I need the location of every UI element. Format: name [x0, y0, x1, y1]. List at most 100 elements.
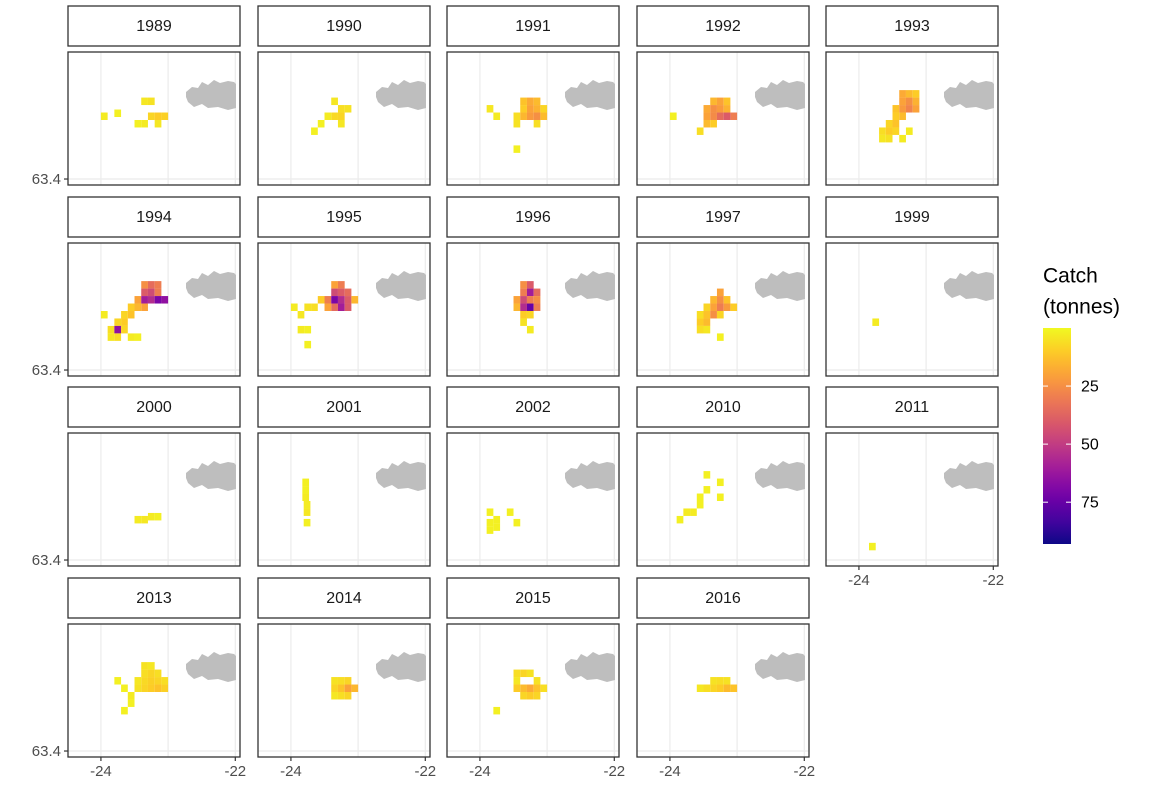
catch-tile — [533, 119, 541, 128]
catch-tile — [710, 677, 717, 685]
catch-tile — [127, 303, 135, 311]
strip-label: 1992 — [705, 18, 741, 35]
catch-tile — [114, 677, 122, 685]
catch-tile — [337, 684, 345, 692]
catch-tile — [526, 310, 534, 319]
panel-border — [446, 623, 620, 758]
catch-tile — [723, 296, 731, 304]
catch-tile — [154, 288, 162, 297]
strip — [636, 386, 810, 428]
catch-tile — [513, 296, 521, 304]
catch-tile — [703, 486, 711, 494]
catch-tile — [337, 119, 345, 128]
catch-tile — [669, 112, 677, 120]
catch-tile — [121, 310, 128, 319]
catch-tile — [331, 303, 338, 311]
catch-tile — [526, 105, 534, 113]
panel-bg — [258, 433, 430, 566]
strip-label: 2016 — [705, 590, 741, 607]
catch-tile — [526, 281, 534, 289]
catch-tile — [331, 691, 338, 700]
catch-tile — [520, 296, 527, 304]
catch-tile — [513, 112, 521, 120]
catch-tile — [344, 296, 352, 304]
catch-tile — [324, 112, 332, 120]
panel — [636, 242, 810, 377]
catch-tile — [710, 105, 717, 113]
catch-tile — [716, 478, 724, 487]
catch-tile — [905, 105, 913, 113]
catch-tile — [703, 471, 711, 479]
catch-tile — [526, 691, 534, 700]
catch-tile — [337, 303, 345, 311]
catch-tile — [723, 105, 731, 113]
strip — [636, 196, 810, 238]
land — [376, 80, 426, 110]
catch-tile — [723, 684, 731, 692]
catch-tile — [716, 97, 724, 106]
catch-tile — [730, 303, 738, 311]
strip-label: 1993 — [894, 18, 930, 35]
panel-border — [825, 432, 999, 567]
land — [755, 80, 805, 110]
panel — [446, 51, 620, 186]
panel — [825, 242, 999, 377]
catch-tile — [683, 508, 691, 516]
catch-tile — [710, 310, 717, 319]
panel-border — [67, 51, 241, 186]
strip-label: 1995 — [326, 209, 362, 226]
y-tick-label: 63.4 — [32, 552, 61, 569]
catch-tile — [317, 119, 325, 128]
panel — [67, 242, 241, 377]
catch-tile — [905, 90, 913, 98]
catch-tile — [107, 325, 115, 334]
catch-tile — [337, 691, 345, 700]
panel-border — [446, 242, 620, 377]
panel — [257, 51, 431, 186]
catch-tile — [703, 318, 711, 326]
catch-tile — [331, 112, 338, 120]
catch-tile — [114, 318, 122, 326]
panel — [636, 623, 810, 758]
panel-bg — [68, 433, 240, 566]
catch-tile — [696, 684, 704, 692]
strip — [825, 5, 999, 47]
catch-tile — [533, 677, 541, 685]
panel-bg — [826, 243, 998, 376]
catch-tile — [520, 684, 527, 692]
panel-border — [67, 623, 241, 758]
catch-tile — [716, 288, 724, 297]
catch-tile — [723, 677, 731, 685]
catch-tile — [127, 699, 135, 707]
x-tick-label: -24 — [469, 763, 491, 780]
catch-tile — [290, 303, 298, 311]
panel-border — [825, 51, 999, 186]
catch-tile — [141, 662, 148, 670]
catch-tile — [716, 684, 724, 692]
panel — [257, 242, 431, 377]
catch-tile — [716, 296, 724, 304]
catch-tile — [141, 288, 148, 297]
strip — [825, 196, 999, 238]
catch-tile — [337, 112, 345, 120]
catch-tile — [899, 90, 906, 98]
strip-label: 1991 — [515, 18, 551, 35]
strip — [67, 577, 241, 619]
panel-border — [446, 51, 620, 186]
panel-border — [67, 432, 241, 567]
panel-border — [257, 242, 431, 377]
catch-tile — [141, 515, 148, 524]
catch-tile — [317, 296, 325, 304]
strip — [257, 386, 431, 428]
colorbar-label: 25 — [1081, 378, 1099, 395]
catch-tile — [134, 303, 142, 311]
catch-tile — [716, 677, 724, 685]
land — [565, 271, 615, 301]
catch-tile — [905, 127, 913, 135]
panel-bg — [447, 433, 619, 566]
catch-tile — [493, 523, 501, 531]
catch-tile — [141, 684, 148, 692]
panel — [825, 432, 999, 567]
panel — [446, 242, 620, 377]
catch-tile — [493, 706, 501, 715]
